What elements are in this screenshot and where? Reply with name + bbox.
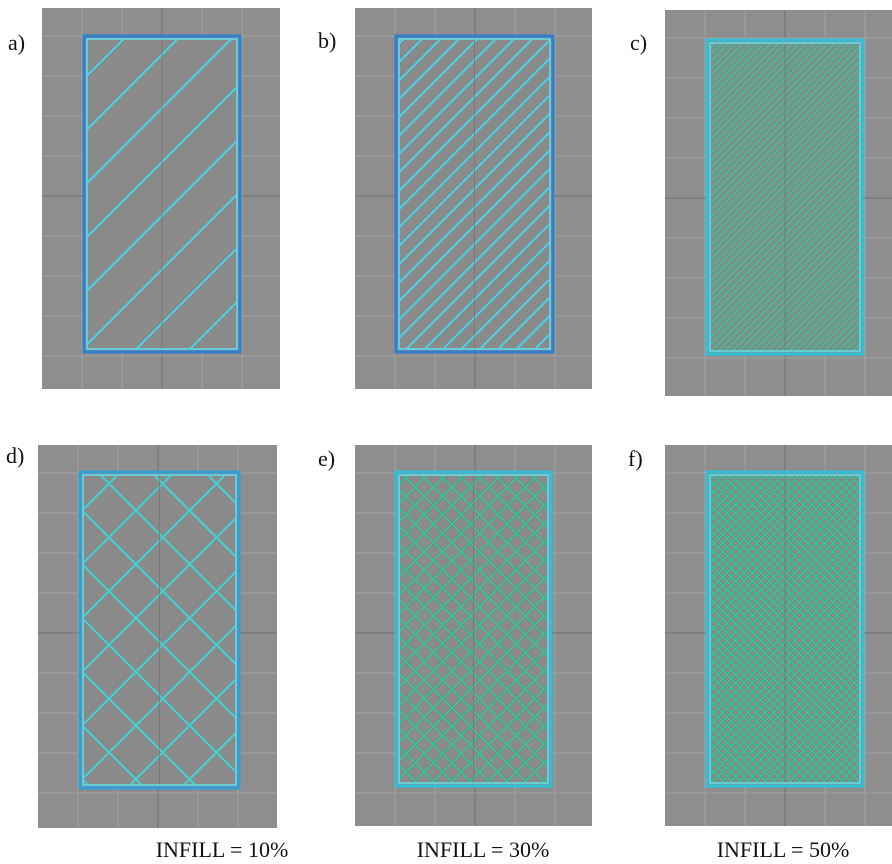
panel-label: a) <box>8 30 25 55</box>
panel <box>355 445 592 826</box>
infill-caption: INFILL = 10% <box>156 837 289 862</box>
infill-caption: INFILL = 30% <box>417 837 550 862</box>
panel <box>38 445 277 828</box>
panel-label: e) <box>318 446 335 471</box>
panel-label: d) <box>6 443 24 468</box>
panel <box>355 8 592 389</box>
infill-caption: INFILL = 50% <box>717 837 850 862</box>
panel-label: f) <box>628 446 643 471</box>
panel <box>665 10 892 396</box>
panel <box>665 445 892 826</box>
panel <box>42 8 280 389</box>
figure: a) b) c) d) e) f) INFILL = 10% INFILL = 30% INFI… <box>0 0 892 864</box>
panel-label: c) <box>630 30 647 55</box>
panel-label: b) <box>318 28 336 53</box>
